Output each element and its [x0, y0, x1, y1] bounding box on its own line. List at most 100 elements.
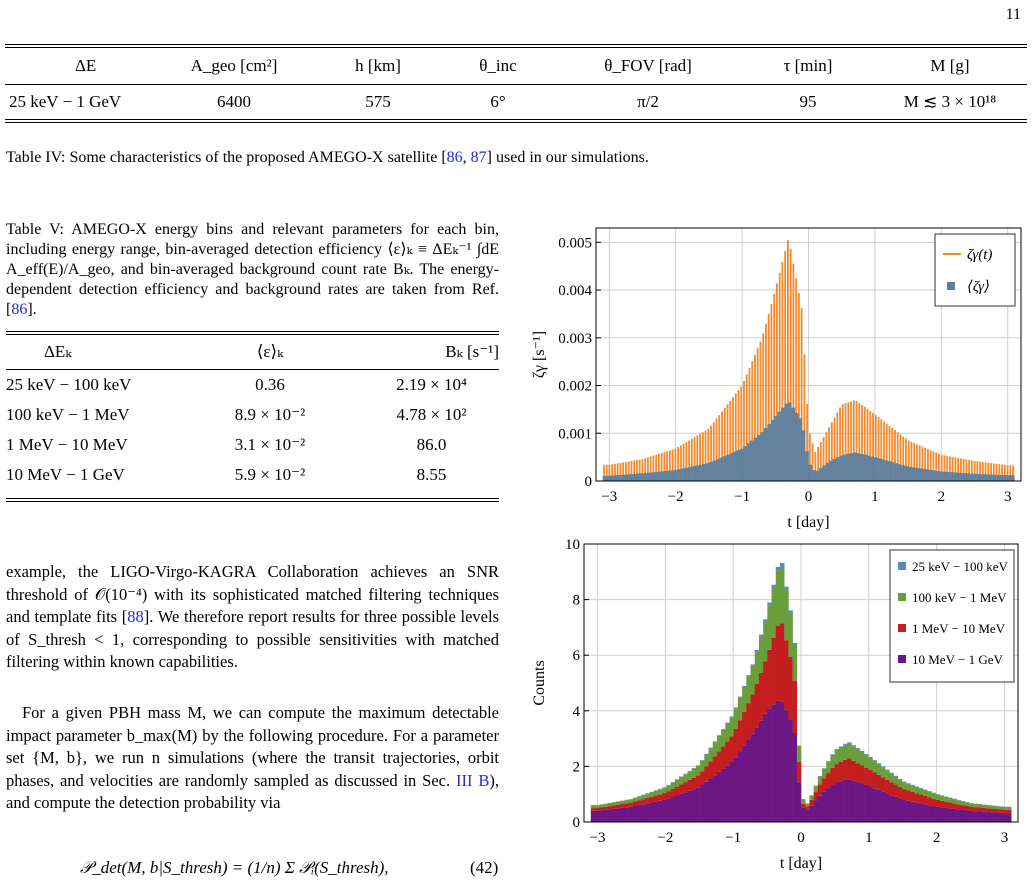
zeta-bar	[866, 408, 869, 481]
histogram-bar	[670, 788, 676, 798]
mean-zeta-bar	[678, 469, 682, 481]
y-tick-label: 10	[565, 537, 580, 553]
histogram-bar	[716, 751, 722, 772]
histogram-bar	[796, 762, 802, 783]
histogram-bar	[611, 802, 617, 806]
mean-zeta-bar	[966, 473, 971, 481]
histogram-bar	[742, 687, 747, 712]
zeta-bar	[970, 460, 973, 481]
zeta-bar	[701, 432, 704, 481]
citation-link[interactable]: 86	[446, 149, 463, 166]
histogram-bar	[809, 795, 814, 800]
mean-zeta-bar	[856, 453, 861, 481]
histogram-bar	[969, 810, 974, 822]
zeta-bar	[649, 456, 652, 481]
mean-zeta-bar	[815, 470, 820, 481]
y-tick-label: 0.002	[558, 379, 592, 395]
mean-zeta-bar	[993, 474, 998, 481]
cell: 25 keV − 100 keV	[6, 375, 132, 394]
histogram-bar	[695, 765, 701, 766]
zeta-bar	[948, 456, 951, 481]
mean-zeta-bar	[609, 475, 614, 481]
histogram-bar	[935, 794, 941, 800]
histogram-bar	[611, 805, 617, 809]
mean-zeta-bar	[877, 458, 881, 481]
legend-label: 25 keV − 100 keV	[912, 559, 1009, 574]
zeta-time-chart: −3 −2 −1 0 1 2 3 0 0.001 0.002 0.003 0.004 0.005 t [d…	[531, 227, 1022, 531]
page-number: 11	[1005, 6, 1021, 23]
histogram-bar	[813, 800, 819, 822]
histogram-bar	[1002, 813, 1008, 822]
histogram-bar	[758, 636, 764, 673]
zeta-bar	[726, 404, 729, 481]
citation-link[interactable]: 86	[11, 301, 28, 318]
histogram-bar	[594, 810, 600, 822]
zeta-bar	[682, 443, 685, 481]
histogram-bar	[632, 797, 638, 802]
citation-link[interactable]: 88	[127, 607, 144, 626]
histogram-bar	[716, 735, 722, 736]
mean-zeta-bar	[849, 453, 854, 481]
mean-zeta-bar	[832, 458, 837, 481]
mean-zeta-bar	[633, 473, 638, 481]
histogram-bar	[906, 800, 911, 822]
zeta-bar	[806, 403, 809, 481]
zeta-bar	[699, 433, 701, 481]
zeta-bar	[745, 374, 748, 481]
histogram-bar	[1007, 809, 1012, 814]
mean-zeta-bar	[798, 418, 802, 481]
zeta-bar	[707, 428, 710, 481]
mean-zeta-bar	[753, 437, 758, 481]
mean-zeta-bar	[863, 454, 868, 481]
histogram-bar	[691, 768, 697, 769]
histogram-bar	[599, 804, 604, 808]
zeta-bar	[830, 422, 833, 481]
mean-zeta-bar	[918, 468, 923, 481]
histogram-bar	[868, 757, 873, 771]
mean-zeta-bar	[925, 469, 929, 481]
zeta-bar	[814, 451, 817, 481]
zeta-bar	[611, 464, 614, 481]
histogram-bar	[939, 795, 945, 801]
mean-zeta-bar	[887, 461, 892, 481]
zeta-bar	[1003, 464, 1006, 481]
histogram-bar	[801, 803, 806, 808]
histogram-bar	[805, 806, 810, 810]
cell: 8.9 × 10⁻²	[234, 405, 306, 424]
zeta-bar	[822, 437, 825, 481]
mean-zeta-bar	[976, 474, 981, 481]
histogram-bar	[683, 792, 688, 822]
mean-zeta-bar	[901, 465, 905, 481]
zeta-bar	[627, 461, 630, 481]
zeta-bar	[712, 422, 715, 481]
histogram-bar	[855, 749, 861, 764]
section-link[interactable]: III B	[456, 770, 490, 790]
zeta-bar	[1012, 465, 1014, 481]
histogram-bar	[683, 774, 688, 783]
histogram-bar	[927, 805, 932, 822]
histogram-bar	[641, 804, 646, 822]
histogram-bar	[998, 812, 1004, 822]
histogram-bar	[624, 800, 629, 804]
zeta-bar	[880, 419, 883, 481]
histogram-bar	[822, 791, 827, 822]
histogram-bar	[725, 722, 730, 724]
histogram-bar	[897, 779, 903, 787]
histogram-bar	[594, 808, 600, 811]
zeta-bar	[913, 443, 916, 481]
mean-zeta-bar	[880, 459, 885, 481]
mean-zeta-bar	[866, 455, 871, 481]
histogram-bar	[990, 805, 995, 809]
mean-zeta-bar	[636, 473, 641, 481]
mean-zeta-bar	[938, 471, 943, 481]
zeta-bar	[932, 451, 935, 481]
histogram-bar	[876, 763, 882, 765]
citation-link[interactable]: 87	[470, 149, 487, 166]
zeta-bar	[690, 438, 693, 481]
mean-zeta-bar	[983, 474, 988, 481]
histogram-bar	[893, 796, 899, 822]
histogram-bar	[662, 799, 667, 822]
histogram-bar	[607, 803, 613, 807]
zeta-bar	[660, 452, 663, 481]
zeta-bar	[946, 455, 949, 481]
